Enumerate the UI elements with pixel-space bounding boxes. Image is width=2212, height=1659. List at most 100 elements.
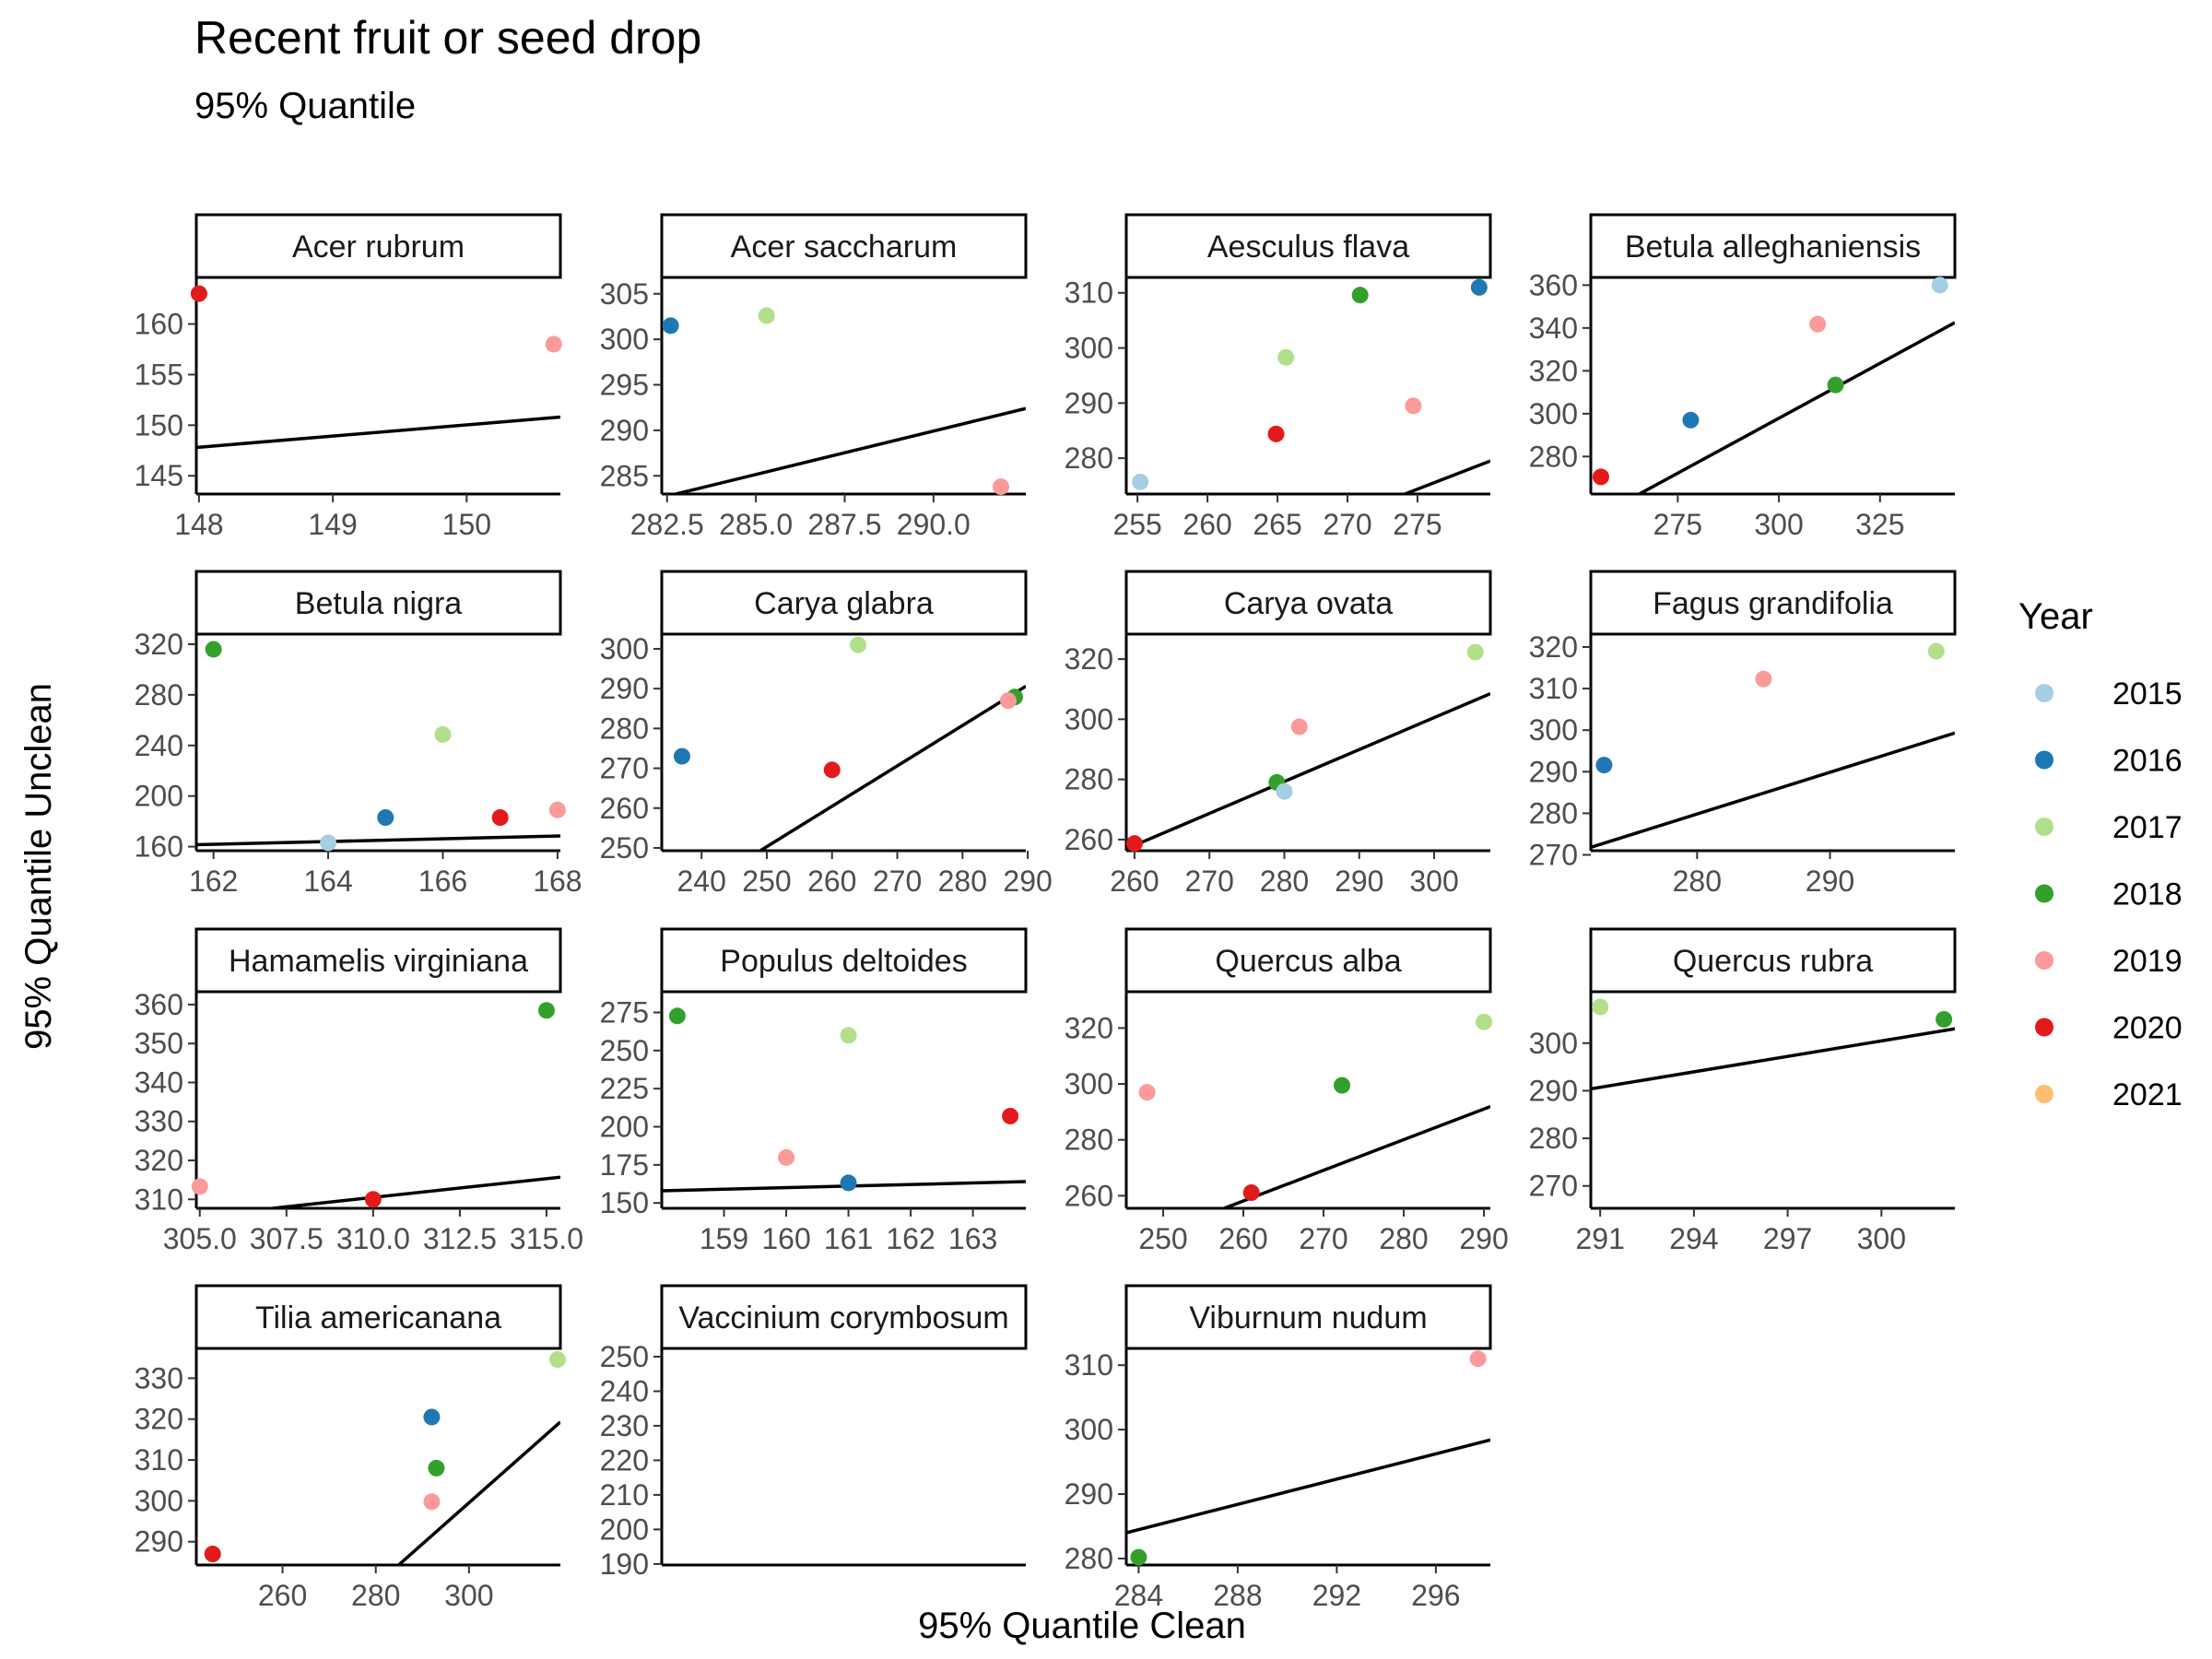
panel-quercus-rubra-fit-line [1591,1027,1955,1091]
panel-acer-saccharum-point-2019 [993,478,1010,496]
legend-swatch-2021 [2035,1085,2053,1103]
panel-hamamelis-virginiana-strip [194,927,562,994]
panel-aesculus-flava-y-tick-label: 300 [1065,332,1113,365]
panel-betula-nigra-x-tick-label: 166 [418,865,467,898]
panel-quercus-alba-x-tick-label: 280 [1379,1222,1428,1255]
panel-viburnum-nudum-point-2018 [1130,1548,1147,1566]
panel-carya-ovata-point-2017 [1466,643,1484,661]
panel-quercus-rubra: Quercus rubra 270 280 290 300 291 294 297 300 [1529,927,1957,1255]
panel-quercus-rubra-y-tick-label: 280 [1529,1122,1578,1155]
panel-betula-nigra-point-2016 [377,809,394,827]
panel-carya-glabra-y-tick-label: 260 [600,792,649,825]
panel-betula-nigra-x-tick-label: 168 [533,865,582,898]
panel-acer-saccharum-point-2016 [662,317,679,335]
panel-aesculus-flava-point-2017 [1277,348,1295,366]
panel-carya-glabra-fit-line [759,685,1026,851]
panel-betula-alleghaniensis-point-2015 [1931,276,1948,294]
panel-aesculus-flava-y-tick-label: 310 [1065,276,1113,310]
panel-populus-deltoides-y-tick-label: 175 [600,1148,649,1182]
panel-populus-deltoides-x-tick-label: 163 [948,1222,997,1255]
legend-label-2015: 2015 [2112,677,2183,712]
panel-quercus-rubra-strip [1589,927,1957,994]
panel-carya-ovata-y-tick-label: 300 [1065,702,1113,735]
panel-hamamelis-virginiana: Hamamelis virginiana 310 320 330 340 350 360 30… [135,927,583,1255]
panel-populus-deltoides-point-2019 [778,1148,795,1166]
panel-acer-saccharum-x-tick-label: 285.0 [719,508,793,541]
panel-populus-deltoides-x-tick-label: 162 [886,1222,935,1255]
panel-carya-glabra-point-2017 [850,636,867,653]
panel-betula-nigra-strip [194,570,562,636]
panel-aesculus-flava-x-tick-label: 265 [1253,508,1301,541]
panel-quercus-alba-point-2017 [1476,1013,1493,1030]
panel-vaccinium-corymbosum-y-tick-label: 230 [600,1409,649,1442]
panel-viburnum-nudum-x-tick-label: 296 [1411,1579,1460,1612]
panel-viburnum-nudum-strip [1124,1284,1492,1350]
panel-betula-nigra-fit-line [196,834,560,847]
panel-populus-deltoides: Populus deltoides 150 175 200 225 250 275 159 16… [600,927,1028,1255]
panel-vaccinium-corymbosum-y-tick-label: 220 [600,1443,649,1477]
panel-aesculus-flava-point-2020 [1267,425,1285,442]
panel-aesculus-flava-x-tick-label: 255 [1112,508,1161,541]
legend-title: Year [2018,596,2093,637]
panel-quercus-rubra-x-tick-label: 300 [1857,1222,1906,1255]
panel-quercus-alba-point-2018 [1334,1077,1351,1094]
panel-quercus-alba-y-tick-label: 280 [1065,1124,1113,1157]
panel-tilia-americanana-point-2019 [423,1493,441,1511]
panel-quercus-alba-fit-line [1223,1104,1490,1208]
panel-fagus-grandifolia-x-tick-label: 280 [1673,865,1722,898]
panel-fagus-grandifolia-y-tick-label: 320 [1529,630,1578,664]
panel-vaccinium-corymbosum-y-tick-label: 210 [600,1478,649,1512]
panel-tilia-americanana-y-tick-label: 330 [135,1361,183,1394]
panel-acer-saccharum-y-tick-label: 290 [600,414,649,447]
legend-swatch-2018 [2035,884,2053,903]
panel-acer-rubrum-fit-line [196,415,560,450]
panel-vaccinium-corymbosum-y-tick-label: 200 [600,1512,649,1546]
panel-carya-glabra-point-2019 [999,692,1017,710]
panels: Acer rubrum 145 150 155 160 148 149 150 Acer sac… [135,213,1957,1612]
panel-populus-deltoides-point-2017 [840,1027,857,1044]
panel-fagus-grandifolia-point-2016 [1595,757,1613,774]
panel-quercus-alba-x-tick-label: 290 [1459,1222,1508,1255]
panel-carya-glabra-x-tick-label: 250 [742,865,791,898]
panel-fagus-grandifolia-strip [1589,570,1957,636]
panel-quercus-alba-title: Quercus alba [1215,944,1401,979]
panel-aesculus-flava-y-tick-label: 280 [1065,441,1113,475]
panel-aesculus-flava-strip [1124,213,1492,279]
panel-betula-nigra-point-2015 [320,834,337,852]
panel-acer-saccharum-point-2017 [758,307,775,324]
panel-carya-ovata-x-tick-label: 290 [1335,865,1383,898]
panel-vaccinium-corymbosum-y-tick-label: 240 [600,1374,649,1407]
panel-carya-glabra: Carya glabra 250 260 270 280 290 300 240 250 260 2… [600,570,1053,898]
panel-populus-deltoides-y-tick-label: 225 [600,1072,649,1105]
panel-viburnum-nudum-y-tick-label: 280 [1065,1542,1113,1575]
panel-betula-alleghaniensis-point-2016 [1682,411,1700,429]
panel-tilia-americanana-y-tick-label: 320 [135,1403,183,1436]
panel-viburnum-nudum-y-tick-label: 310 [1065,1348,1113,1382]
panel-hamamelis-virginiana-fit-line [272,1175,560,1208]
legend-label-2016: 2016 [2112,744,2183,779]
legend-label-2017: 2017 [2112,810,2183,845]
panel-acer-rubrum-point-2020 [190,285,207,302]
panel-tilia-americanana-point-2017 [548,1350,566,1368]
panel-populus-deltoides-x-tick-label: 159 [700,1222,748,1255]
panel-acer-saccharum-y-tick-label: 305 [600,277,649,311]
legend: Year 2015 2016 2017 2018 2019 2020 2021 [2018,596,2183,1112]
panel-carya-ovata: Carya ovata 260 280 300 320 260 270 280 290 300 [1065,570,1492,898]
panel-aesculus-flava-point-2015 [1132,473,1149,490]
panel-acer-saccharum-y-tick-label: 285 [600,459,649,492]
panel-vaccinium-corymbosum-strip [660,1284,1028,1350]
panel-viburnum-nudum-title: Viburnum nudum [1189,1300,1427,1335]
panel-aesculus-flava-point-2019 [1405,397,1422,415]
panel-acer-rubrum-y-tick-label: 150 [135,408,183,441]
panel-betula-alleghaniensis-point-2020 [1592,468,1609,486]
panel-quercus-rubra-point-2017 [1592,998,1609,1016]
legend-swatch-2016 [2035,750,2053,770]
panel-fagus-grandifolia-y-tick-label: 280 [1529,796,1578,830]
panel-aesculus-flava-title: Aesculus flava [1207,229,1409,265]
panel-hamamelis-virginiana-point-2018 [537,1002,555,1019]
panel-betula-nigra-x-tick-label: 162 [189,865,238,898]
panel-fagus-grandifolia: Fagus grandifolia 270 280 290 300 310 320 280 29… [1529,570,1957,898]
panel-quercus-alba-strip [1124,927,1492,994]
panel-vaccinium-corymbosum-title: Vaccinium corymbosum [678,1300,1008,1335]
